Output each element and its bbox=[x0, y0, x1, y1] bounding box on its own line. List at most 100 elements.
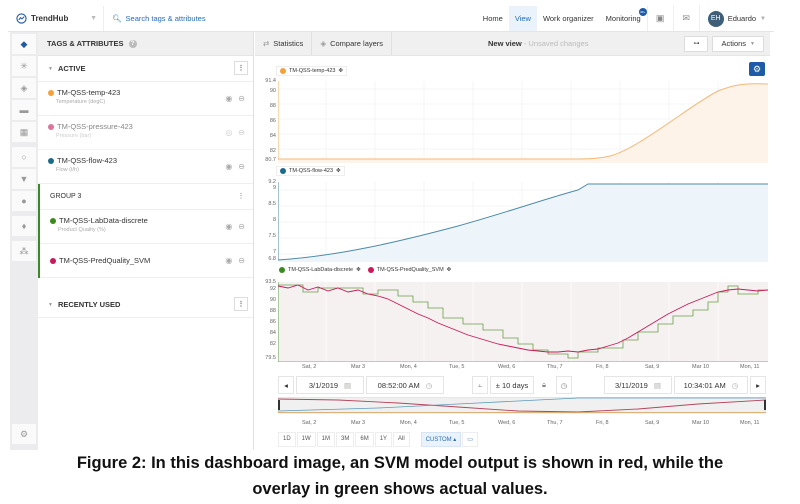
x-tick: Mar 10 bbox=[692, 420, 710, 426]
settings-gear-icon[interactable]: ⚙ bbox=[12, 424, 36, 444]
user-menu[interactable]: EH Eduardo ▼ bbox=[698, 6, 774, 31]
navigator-x-axis: Sat, 2 Mar 3 Mon, 4 Tue, 5 Wed, 6 Thu, 7… bbox=[278, 420, 766, 428]
custom-range-icon[interactable]: ▭ bbox=[462, 432, 478, 447]
asset-tree-icon[interactable]: ✳ bbox=[12, 56, 36, 76]
chart-settings-gear-icon[interactable]: ⚙ bbox=[749, 62, 765, 76]
y-tick: 7.5 bbox=[268, 233, 276, 239]
chart-type-button[interactable]: ⫠ bbox=[472, 376, 488, 394]
tag-name: TM-QSS-PredQuality_SVM bbox=[59, 256, 151, 265]
lightbulb-icon[interactable]: ♦ bbox=[12, 216, 36, 236]
range-6m[interactable]: 6M bbox=[355, 432, 374, 447]
section-recently-used[interactable]: ▼ RECENTLY USED ⋮ bbox=[38, 292, 253, 318]
nav-home[interactable]: Home bbox=[482, 14, 503, 23]
legend-label: TM-QSS-temp-423 bbox=[289, 68, 336, 74]
tag-item[interactable]: TM-QSS-PredQuality_SVM ◉ ⊖ bbox=[40, 244, 253, 278]
section-group-3[interactable]: GROUP 3 ⋮ bbox=[40, 184, 253, 210]
y-tick: 9 bbox=[272, 185, 276, 191]
dashboard-icon[interactable]: ▦ bbox=[12, 122, 36, 142]
x-tick: Mon, 11 bbox=[740, 364, 760, 370]
y-tick: 88 bbox=[269, 103, 276, 109]
more-options-icon[interactable]: ⋮ bbox=[234, 297, 248, 311]
move-icon[interactable]: ✥ bbox=[356, 267, 361, 273]
chart-flow[interactable]: TM-QSS-flow-423 ✥ 9.2 9 8.5 8 7.5 7 6.8 bbox=[262, 166, 768, 266]
eye-icon[interactable]: ◉ bbox=[225, 94, 233, 103]
nav-monitoring[interactable]: Monitoring 99+ bbox=[600, 6, 647, 31]
fingerprint-icon[interactable]: ● bbox=[12, 191, 36, 211]
scatter-icon[interactable]: ⁂ bbox=[12, 241, 36, 261]
tag-name: TM-QSS-flow-423 bbox=[57, 156, 118, 165]
calendar-icon[interactable]: ▤ bbox=[344, 380, 352, 390]
range-1d[interactable]: 1D bbox=[278, 432, 296, 447]
x-tick: Mar 3 bbox=[351, 420, 366, 426]
link-icon[interactable]: ⊶ bbox=[684, 35, 709, 52]
section-active[interactable]: ▼ ACTIVE ⋮ bbox=[38, 56, 253, 82]
range-1y[interactable]: 1Y bbox=[374, 432, 393, 447]
clock-icon[interactable]: ◷ bbox=[731, 380, 739, 390]
range-1w[interactable]: 1W bbox=[296, 432, 316, 447]
end-time-field[interactable]: 10:34:01 AM ◷ bbox=[674, 376, 748, 394]
lock-icon[interactable]: 🔒︎ bbox=[536, 376, 552, 394]
range-3m[interactable]: 3M bbox=[336, 432, 355, 447]
more-options-icon[interactable]: ⋮ bbox=[234, 61, 248, 75]
start-date-field[interactable]: 3/1/2019 ▤ bbox=[296, 376, 364, 394]
tag-icon[interactable]: ◆ bbox=[12, 34, 36, 54]
x-tick: Wed, 6 bbox=[498, 420, 516, 426]
collapse-icon: ▼ bbox=[48, 301, 53, 308]
range-all[interactable]: All bbox=[393, 432, 410, 447]
mail-icon[interactable]: ✉ bbox=[672, 6, 699, 31]
tag-item[interactable]: TM-QSS-pressure-423 Pressure (bar) ◎ ⊖ bbox=[38, 116, 253, 150]
eye-icon[interactable]: ◉ bbox=[225, 162, 233, 171]
tag-item[interactable]: TM-QSS-LabData-discrete Product Quality … bbox=[40, 210, 253, 244]
remove-icon[interactable]: ⊖ bbox=[238, 94, 245, 103]
app-name: TrendHub bbox=[31, 14, 69, 23]
time-navigator[interactable] bbox=[278, 397, 766, 419]
layers-icon[interactable]: ◈ bbox=[12, 78, 36, 98]
tag-item[interactable]: TM-QSS-temp-423 Temperature (degC) ◉ ⊖ bbox=[38, 82, 253, 116]
eye-icon[interactable]: ◉ bbox=[225, 256, 233, 265]
chart-temperature[interactable]: TM-QSS-temp-423 ✥ 91.4 90 88 86 84 82 80.… bbox=[262, 64, 768, 164]
chevron-down-icon[interactable]: ▼ bbox=[90, 15, 97, 22]
range-custom[interactable]: CUSTOM ▴ bbox=[420, 432, 462, 447]
help-icon[interactable]: ▣ bbox=[646, 6, 673, 31]
x-tick: Wed, 6 bbox=[498, 364, 516, 370]
calendar-icon[interactable]: ▤ bbox=[653, 380, 661, 390]
prev-period-button[interactable]: ◂ bbox=[278, 376, 294, 394]
remove-icon[interactable]: ⊖ bbox=[238, 128, 245, 137]
app-logo[interactable]: TrendHub ▼ bbox=[8, 6, 104, 31]
y-tick: 86 bbox=[269, 118, 276, 124]
end-date-field[interactable]: 3/11/2019 ▤ bbox=[604, 376, 672, 394]
eye-hidden-icon[interactable]: ◎ bbox=[225, 128, 233, 137]
chevron-down-icon: ▼ bbox=[760, 15, 766, 22]
tag-description: Pressure (bar) bbox=[56, 133, 92, 139]
remove-icon[interactable]: ⊖ bbox=[238, 256, 245, 265]
eye-icon[interactable]: ◉ bbox=[225, 222, 233, 231]
nav-work-organizer[interactable]: Work organizer bbox=[542, 14, 594, 23]
filter-icon[interactable]: ▼ bbox=[12, 169, 36, 189]
series-color-dot bbox=[48, 157, 54, 164]
history-icon[interactable]: ◷ bbox=[556, 376, 572, 394]
tag-item[interactable]: TM-QSS-flow-423 Flow (t/h) ◉ ⊖ bbox=[38, 150, 253, 184]
chart-quality[interactable]: TM-QSS-LabData-discrete ✥ TM-QSS-PredQual… bbox=[262, 266, 768, 376]
chart-legend: TM-QSS-temp-423 ✥ bbox=[276, 66, 348, 76]
search-input[interactable]: 🔍︎ Search tags & attributes bbox=[104, 14, 477, 23]
nav-view[interactable]: View bbox=[508, 6, 537, 31]
compare-layers-button[interactable]: ◈ Compare layers bbox=[312, 32, 393, 55]
span-field[interactable]: ± 10 days bbox=[490, 376, 534, 394]
remove-icon[interactable]: ⊖ bbox=[238, 162, 245, 171]
view-name: New view bbox=[487, 39, 522, 48]
comment-icon[interactable]: ▬ bbox=[12, 100, 36, 120]
help-icon[interactable]: ? bbox=[128, 39, 137, 48]
range-1m[interactable]: 1M bbox=[316, 432, 336, 447]
statistics-button[interactable]: ⇄ Statistics bbox=[255, 32, 313, 55]
start-time-field[interactable]: 08:52:00 AM ◷ bbox=[366, 376, 444, 394]
move-icon[interactable]: ✥ bbox=[336, 168, 341, 174]
remove-icon[interactable]: ⊖ bbox=[238, 222, 245, 231]
more-options-icon[interactable]: ⋮ bbox=[237, 193, 245, 200]
clock-icon[interactable]: ◷ bbox=[425, 380, 433, 390]
move-icon[interactable]: ✥ bbox=[446, 267, 452, 273]
next-period-button[interactable]: ▸ bbox=[750, 376, 766, 394]
search-icon[interactable]: ○ bbox=[12, 147, 36, 167]
actions-dropdown[interactable]: Actions ▼ bbox=[712, 35, 764, 52]
move-icon[interactable]: ✥ bbox=[338, 68, 344, 74]
icon-rail: ◆ ✳ ◈ ▬ ▦ ○ ▼ ● ♦ ⁂ ⚙ bbox=[10, 32, 38, 450]
